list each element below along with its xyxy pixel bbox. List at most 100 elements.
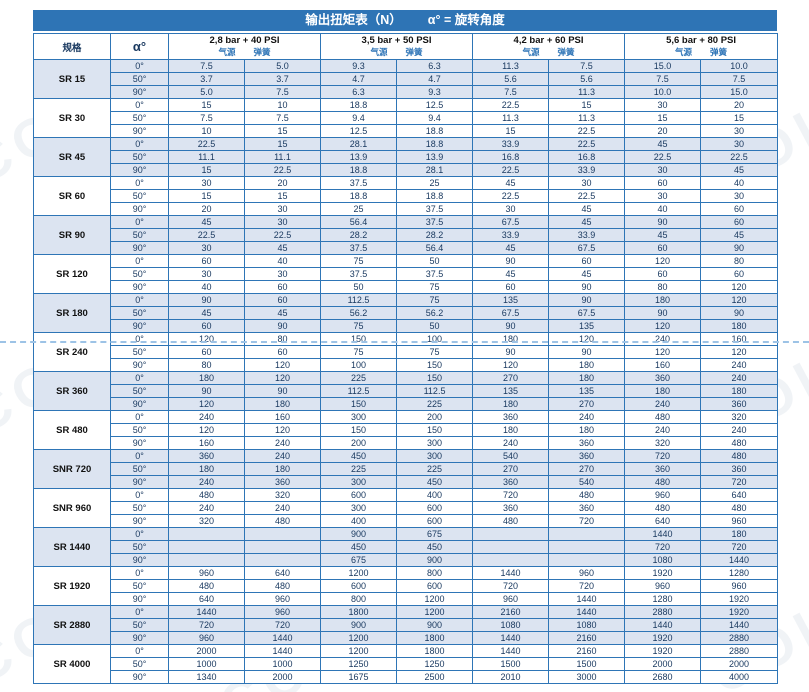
table-row: SR 30 0° 15 10 18.8 12.5 22.5 15 30 20: [33, 98, 779, 138]
torque-cell: 960: [168, 566, 245, 580]
torque-cell: 480: [472, 514, 550, 528]
torque-cell: 22.5: [472, 98, 550, 112]
table-row: 90° 1340 2000 1675 2500 2010 3000 2680 4000: [34, 670, 779, 684]
torque-cell: 360: [472, 501, 550, 515]
table-row: 50° 720 720 900 900 1080 1080 1440 1440: [34, 618, 779, 632]
torque-cell: 240: [243, 436, 322, 450]
torque-cell: 960: [168, 631, 245, 645]
torque-cell: 120: [700, 280, 779, 294]
torque-cell: 30: [243, 267, 322, 281]
pressure-header-3-5bar: 3,5 bar + 50 PSI 气源 弹簧: [320, 33, 474, 60]
torque-cell: 40: [168, 280, 245, 294]
angle-cell: 90°: [110, 280, 169, 294]
table-row: 90° 120 180 150 225 180 270 240 360: [34, 397, 779, 411]
torque-cell: 160: [700, 332, 779, 346]
torque-cell: 800: [396, 566, 474, 580]
torque-cell: 60: [700, 267, 779, 281]
angle-cell: 50°: [110, 540, 169, 554]
torque-cell: 9.4: [320, 111, 398, 125]
torque-cell: 20: [243, 176, 322, 190]
torque-cell: 180: [472, 397, 550, 411]
torque-cell: 112.5: [396, 384, 474, 398]
table-row: 90° 20 30 25 37.5 30 45 40 60: [34, 202, 779, 216]
angle-cell: 90°: [110, 514, 169, 528]
pressure-label: 3,5 bar + 50 PSI: [361, 35, 432, 46]
torque-cell: 60: [243, 293, 322, 307]
torque-cell: 22.5: [700, 150, 779, 164]
torque-cell: 22.5: [624, 150, 702, 164]
torque-cell: 160: [168, 436, 245, 450]
torque-cell: 60: [168, 254, 245, 268]
torque-cell: 67.5: [472, 306, 550, 320]
table-row: 90° 80 120 100 150 120 180 160 240: [34, 358, 779, 372]
table-row: SR 15 0° 7.5 5.0 9.3 6.3 11.3 7.5 15.0 10.0: [33, 59, 779, 99]
torque-cell: 1440: [624, 527, 702, 541]
torque-cell: 3000: [548, 670, 626, 684]
model-label: SR 45: [33, 137, 111, 177]
torque-cell: 22.5: [548, 137, 626, 151]
torque-cell: 480: [700, 449, 779, 463]
torque-cell: 7.5: [624, 72, 702, 86]
angle-cell: 90°: [110, 397, 169, 411]
model-label: SR 240: [33, 332, 111, 372]
torque-cell: 75: [320, 319, 398, 333]
table-row: SR 2880 0° 1440 960 1800 1200 2160 1440 2880 1920: [33, 605, 779, 645]
torque-cell: 450: [320, 449, 398, 463]
torque-cell: 22.5: [548, 189, 626, 203]
torque-cell: 90: [472, 345, 550, 359]
torque-cell: 112.5: [320, 384, 398, 398]
torque-cell: 1440: [548, 605, 626, 619]
torque-cell: 7.5: [168, 111, 245, 125]
torque-cell: 15.0: [700, 85, 779, 99]
alpha-header: α°: [110, 33, 169, 60]
angle-cell: 90°: [110, 475, 169, 489]
torque-cell: 1250: [396, 657, 474, 671]
torque-cell: 360: [548, 449, 626, 463]
torque-cell: 9.3: [320, 59, 398, 73]
torque-cell: 150: [396, 371, 474, 385]
torque-cell: 1000: [243, 657, 322, 671]
torque-cell: 2160: [472, 605, 550, 619]
torque-cell: 720: [700, 540, 779, 554]
torque-cell: 30: [624, 163, 702, 177]
torque-cell: 67.5: [472, 215, 550, 229]
torque-cell: 800: [320, 592, 398, 606]
torque-cell: 1080: [472, 618, 550, 632]
torque-cell: 22.5: [243, 163, 322, 177]
torque-cell: 120: [624, 254, 702, 268]
torque-cell: 60: [548, 254, 626, 268]
torque-cell: 240: [472, 436, 550, 450]
torque-cell: 640: [624, 514, 702, 528]
torque-cell: 1440: [700, 553, 779, 567]
angle-cell: 0°: [110, 332, 169, 346]
torque-cell: 45: [243, 241, 322, 255]
torque-cell: 33.9: [472, 228, 550, 242]
torque-cell: 45: [548, 267, 626, 281]
table-row: 90° 160 240 200 300 240 360 320 480: [34, 436, 779, 450]
torque-cell: 40: [243, 254, 322, 268]
model-label: SNR 960: [33, 488, 111, 528]
torque-cell: 11.3: [548, 111, 626, 125]
torque-cell: 2000: [624, 657, 702, 671]
torque-cell: 450: [320, 540, 398, 554]
angle-cell: 90°: [110, 436, 169, 450]
torque-cell: 11.1: [168, 150, 245, 164]
table-row: SR 60 0° 30 20 37.5 25 45 30 60 40: [33, 176, 779, 216]
torque-cell: 10: [168, 124, 245, 138]
torque-cell: 1200: [320, 631, 398, 645]
spring-label: 弹簧: [405, 47, 423, 57]
torque-cell: 200: [320, 436, 398, 450]
torque-cell: 720: [243, 618, 322, 632]
torque-cell: 90: [243, 319, 322, 333]
table-row: SR 45 0° 22.5 15 28.1 18.8 33.9 22.5 45 30: [33, 137, 779, 177]
torque-cell: 240: [168, 410, 245, 424]
torque-cell: 45: [548, 215, 626, 229]
torque-cell: 15: [243, 137, 322, 151]
torque-cell: 960: [548, 566, 626, 580]
torque-cell: 225: [320, 462, 398, 476]
torque-cell: 40: [624, 202, 702, 216]
angle-cell: 50°: [110, 384, 169, 398]
torque-cell: 180: [472, 332, 550, 346]
angle-cell: 0°: [110, 137, 169, 151]
torque-cell: 640: [700, 488, 779, 502]
